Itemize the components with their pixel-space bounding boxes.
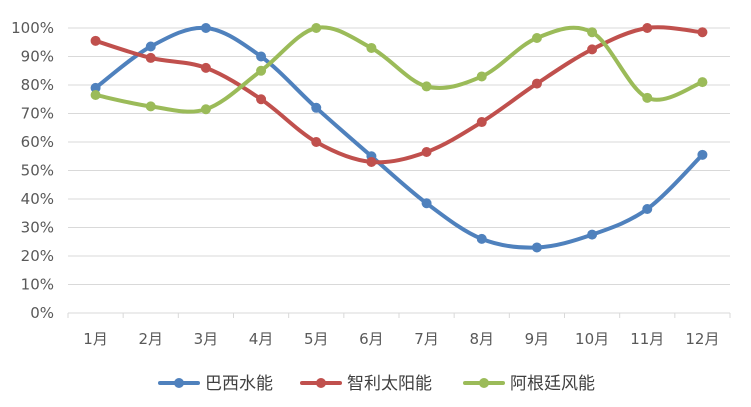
data-point: [642, 23, 653, 33]
legend-marker: [174, 378, 184, 388]
data-point: [90, 82, 101, 93]
y-tick-label: 50%: [21, 162, 54, 180]
series-2: [90, 23, 708, 115]
data-point: [256, 51, 267, 62]
y-tick-label: 90%: [21, 48, 54, 66]
x-tick-label: 9月: [525, 330, 550, 348]
data-point: [256, 94, 267, 105]
data-point: [476, 71, 487, 82]
y-axis-tick-labels: 0% 10% 20% 30% 40% 50% 60% 70% 80% 90% 100%: [11, 19, 54, 322]
data-point: [476, 233, 487, 244]
x-tick-label: 1月: [83, 330, 108, 348]
y-tick-label: 0%: [30, 304, 54, 322]
data-point: [697, 149, 708, 160]
data-point: [697, 77, 708, 88]
data-point: [145, 41, 156, 52]
series-0: [90, 23, 708, 253]
data-point: [531, 242, 542, 253]
data-point: [587, 229, 598, 240]
x-tick-label: 5月: [304, 330, 329, 348]
x-tick-label: 7月: [414, 330, 439, 348]
legend-label: 巴西水能: [205, 374, 273, 394]
data-point: [587, 27, 598, 38]
x-tick-label: 3月: [194, 330, 219, 348]
y-tick-label: 20%: [21, 247, 54, 265]
x-tick-label: 2月: [138, 330, 163, 348]
legend-marker: [316, 378, 326, 388]
data-point: [90, 35, 101, 46]
gridlines: [67, 27, 731, 318]
data-point: [421, 81, 432, 92]
data-point: [642, 92, 653, 103]
x-tick-label: 6月: [359, 330, 384, 348]
data-point: [642, 203, 653, 214]
data-point: [531, 32, 542, 43]
x-tick-label: 11月: [630, 330, 664, 348]
data-point: [421, 198, 432, 209]
legend-item: 巴西水能: [158, 374, 273, 394]
data-point: [200, 104, 211, 115]
y-tick-label: 100%: [11, 19, 54, 37]
legend-item: 智利太阳能: [300, 374, 432, 394]
data-point: [311, 137, 322, 147]
data-point: [366, 42, 377, 53]
y-tick-label: 10%: [21, 276, 54, 294]
x-tick-label: 12月: [685, 330, 719, 348]
x-tick-label: 8月: [469, 330, 494, 348]
data-point: [366, 156, 377, 167]
y-tick-label: 30%: [21, 219, 54, 237]
data-point: [311, 23, 322, 33]
data-point: [200, 62, 211, 73]
data-point: [200, 23, 211, 33]
data-point: [531, 78, 542, 89]
y-tick-label: 40%: [21, 190, 54, 208]
series-line: [93, 25, 705, 250]
y-tick-label: 60%: [21, 133, 54, 151]
data-point: [421, 146, 432, 157]
y-tick-label: 70%: [21, 105, 54, 123]
series-lines: [90, 23, 708, 253]
x-axis-tick-labels: 1月 2月 3月 4月 5月 6月 7月 8月 9月 10月 11月 12月: [83, 330, 719, 348]
legend-label: 智利太阳能: [347, 374, 432, 394]
legend-item: 阿根廷风能: [463, 374, 595, 394]
data-point: [145, 101, 156, 112]
data-point: [145, 52, 156, 63]
data-point: [311, 102, 322, 113]
x-tick-label: 4月: [249, 330, 274, 348]
x-tick-label: 10月: [575, 330, 609, 348]
y-tick-label: 80%: [21, 76, 54, 94]
series-1: [90, 23, 708, 167]
data-point: [587, 44, 598, 55]
legend-marker: [479, 378, 489, 388]
data-point: [697, 27, 708, 38]
legend: 巴西水能 智利太阳能 阿根廷风能: [158, 374, 595, 394]
data-point: [476, 117, 487, 128]
data-point: [90, 89, 101, 100]
data-point: [256, 65, 267, 76]
legend-label: 阿根廷风能: [510, 374, 595, 394]
